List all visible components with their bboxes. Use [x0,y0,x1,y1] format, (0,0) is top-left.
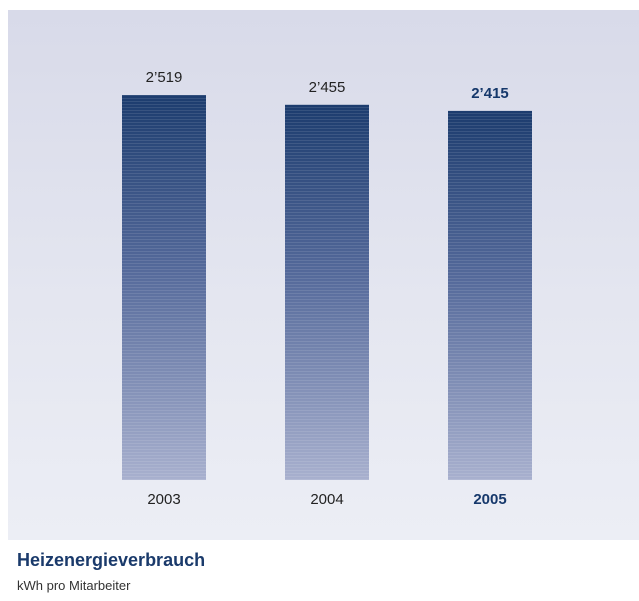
bar-2005 [448,110,532,480]
category-label-2004: 2004 [310,491,343,508]
bar-texture [285,104,369,480]
bar-texture [122,95,206,480]
chart-subtitle: kWh pro Mitarbeiter [17,578,131,593]
value-label-2003: 2’519 [146,69,183,86]
category-label-2003: 2003 [147,491,180,508]
bars-layer [122,95,532,480]
chart-title: Heizenergieverbrauch [17,550,206,570]
value-label-2005: 2’415 [471,85,509,102]
bar-2003 [122,95,206,480]
category-label-2005: 2005 [473,491,506,508]
bar-texture [448,110,532,480]
bar-2004 [285,104,369,480]
labels-layer: 2’519 2003 2’455 2004 2’415 2005 [146,69,509,508]
value-label-2004: 2’455 [309,79,346,96]
